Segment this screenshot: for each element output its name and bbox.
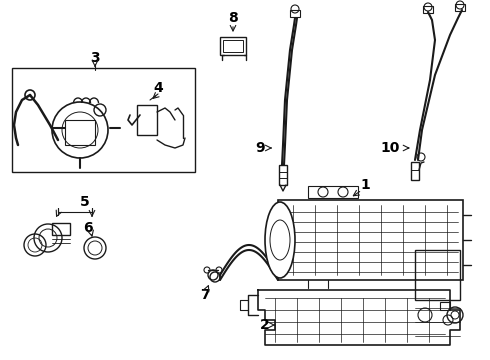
Bar [279,165,287,185]
Text: 1: 1 [360,178,370,192]
Bar [440,302,450,310]
Bar [308,186,358,198]
Bar [423,6,433,13]
Bar [52,223,70,235]
Text: 8: 8 [228,11,238,25]
Bar [455,4,465,11]
Text: 9: 9 [255,141,265,155]
Bar [220,37,246,55]
Bar [12,68,195,172]
Ellipse shape [265,202,295,278]
Text: 5: 5 [80,195,90,209]
Bar [411,162,419,180]
Text: 4: 4 [153,81,163,95]
Bar [415,250,460,300]
Text: 10: 10 [381,141,400,155]
Bar [223,40,243,52]
Text: 3: 3 [90,51,100,65]
Text: 7: 7 [200,288,210,302]
Bar [290,10,300,17]
Bar [65,120,95,145]
Bar [278,200,463,280]
Bar [137,105,157,135]
Text: 6: 6 [83,221,93,235]
Text: 2: 2 [260,318,270,332]
